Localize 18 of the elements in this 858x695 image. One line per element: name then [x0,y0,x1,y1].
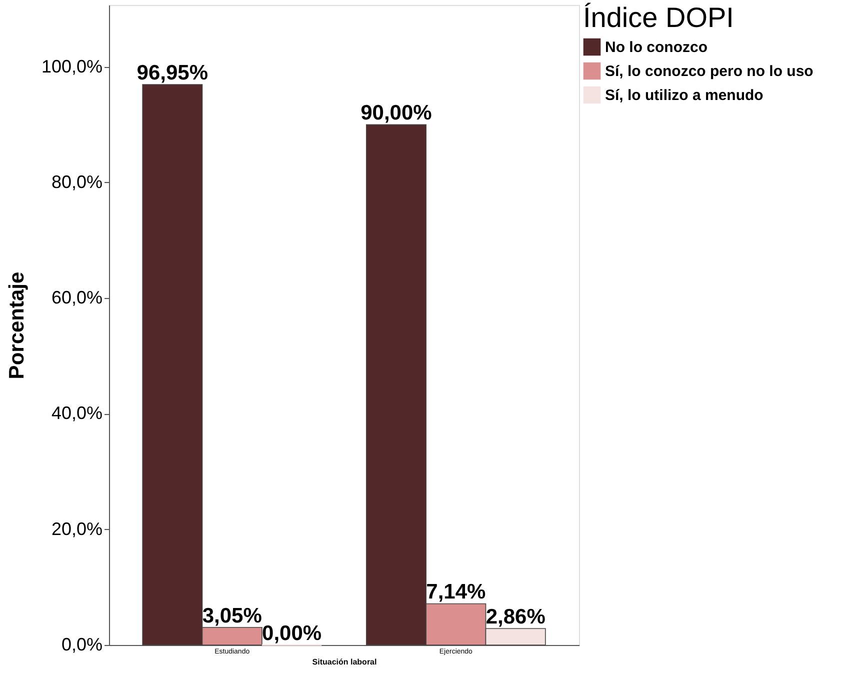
y-tick-label: 60,0% [51,288,102,308]
y-axis-title: Porcentaje [5,272,28,380]
data-label: 90,00% [360,102,432,125]
legend-title: Índice DOPI [583,2,734,33]
y-tick-label: 20,0% [51,518,102,539]
x-axis-title: Situación laboral [312,658,377,666]
legend-label: No lo conozco [605,39,708,56]
y-tick-label: 0,0% [61,634,102,654]
data-label: 3,05% [202,604,262,628]
y-tick-label: 40,0% [51,403,102,424]
data-label: 0,00% [262,622,322,645]
data-label: 7,14% [426,580,486,604]
data-label: 2,86% [486,605,546,628]
y-tick-label: 100,0% [41,56,102,76]
y-tick-label: 80,0% [51,172,102,192]
data-label: 96,95% [136,61,208,84]
legend-label: Sí, lo conozco pero no lo uso [605,63,814,80]
legend-label: Sí, lo utilizo a menudo [605,87,764,104]
